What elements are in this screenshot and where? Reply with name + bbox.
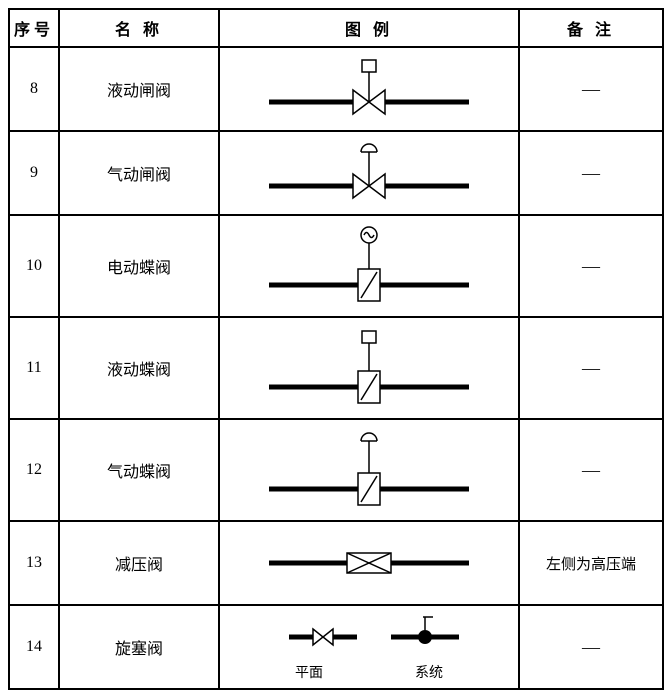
cell-idx: 14 [9, 605, 59, 689]
cell-name: 液动闸阀 [59, 47, 219, 131]
valve-symbol-svg [249, 223, 489, 309]
cell-note: — [519, 47, 663, 131]
cell-note: — [519, 215, 663, 317]
table-row: 8液动闸阀 — [9, 47, 663, 131]
cell-symbol [219, 419, 519, 521]
valve-symbol-svg [249, 140, 489, 206]
cell-note: 左侧为高压端 [519, 521, 663, 605]
table-row: 13减压阀 左侧为高压端 [9, 521, 663, 605]
cell-name: 减压阀 [59, 521, 219, 605]
cell-idx: 9 [9, 131, 59, 215]
cell-name: 电动蝶阀 [59, 215, 219, 317]
cell-idx: 10 [9, 215, 59, 317]
cell-symbol [219, 47, 519, 131]
col-header-idx: 序号 [9, 9, 59, 47]
col-header-symbol: 图 例 [219, 9, 519, 47]
cell-name: 气动蝶阀 [59, 419, 219, 521]
cell-idx: 8 [9, 47, 59, 131]
valve-symbol-svg [249, 325, 489, 411]
table-row: 14旋塞阀 平面 系统 — [9, 605, 663, 689]
table-row: 9气动闸阀 — [9, 131, 663, 215]
cell-symbol [219, 521, 519, 605]
cell-note: — [519, 419, 663, 521]
cell-symbol [219, 215, 519, 317]
cell-symbol [219, 317, 519, 419]
table-row: 11液动蝶阀 — [9, 317, 663, 419]
valve-symbol-svg [249, 538, 489, 588]
cell-name: 旋塞阀 [59, 605, 219, 689]
cell-note: — [519, 317, 663, 419]
sublabel-system: 系统 [369, 662, 489, 682]
table-header-row: 序号 名 称 图 例 备 注 [9, 9, 663, 47]
cell-name: 气动闸阀 [59, 131, 219, 215]
cell-symbol [219, 131, 519, 215]
table-row: 10电动蝶阀 — [9, 215, 663, 317]
valve-symbol-table: 序号 名 称 图 例 备 注 8液动闸阀—9气动闸阀—10电动蝶阀—11液动蝶阀… [8, 8, 664, 690]
cell-name: 液动蝶阀 [59, 317, 219, 419]
cell-idx: 12 [9, 419, 59, 521]
table-row: 12气动蝶阀 — [9, 419, 663, 521]
cell-note: — [519, 131, 663, 215]
cell-idx: 13 [9, 521, 59, 605]
cell-idx: 11 [9, 317, 59, 419]
col-header-name: 名 称 [59, 9, 219, 47]
valve-symbol-svg [249, 427, 489, 513]
cell-symbol: 平面 系统 [219, 605, 519, 689]
col-header-note: 备 注 [519, 9, 663, 47]
valve-symbol-svg [249, 612, 489, 662]
valve-symbol-svg [249, 56, 489, 122]
sublabel-plan: 平面 [249, 662, 369, 682]
cell-note: — [519, 605, 663, 689]
